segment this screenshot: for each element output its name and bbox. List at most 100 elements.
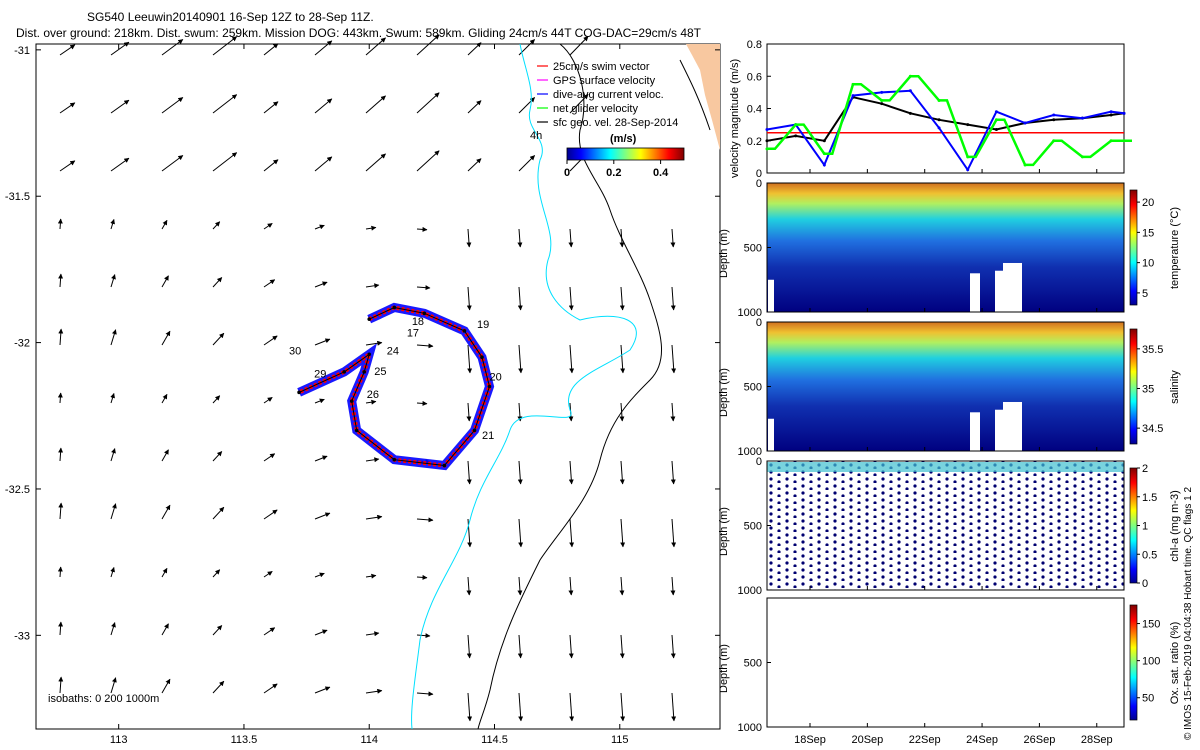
temperature-panel <box>766 182 1125 313</box>
current-arrow <box>161 97 184 114</box>
current-arrow <box>416 92 440 114</box>
current-arrow <box>365 514 383 520</box>
current-arrow <box>212 569 221 578</box>
current-arrow <box>568 634 574 659</box>
current-vector-field <box>57 34 677 722</box>
map-ytick-label: -32 <box>14 338 30 350</box>
map-xtick-label: 114 <box>360 734 378 746</box>
track-point <box>362 370 367 374</box>
map-ytick-label: -33 <box>14 630 30 642</box>
section-gap <box>768 279 774 312</box>
current-arrow <box>314 629 328 636</box>
temperature-fill <box>767 183 1124 312</box>
velocity-point <box>822 163 826 167</box>
day-label: 25 <box>374 366 386 378</box>
velocity-series-net <box>767 75 1132 167</box>
track-point <box>367 352 372 357</box>
current-arrow <box>212 680 225 694</box>
velocity-point <box>765 147 769 151</box>
current-arrow <box>263 101 279 114</box>
section-colorbar <box>1129 467 1138 584</box>
section-gap <box>1003 401 1022 451</box>
time-tick-label: 18Sep <box>794 734 826 746</box>
velocity-point <box>794 134 798 138</box>
current-arrow <box>416 343 434 349</box>
velocity-point <box>908 89 912 93</box>
current-arrow <box>59 160 76 172</box>
current-arrow <box>58 273 64 288</box>
time-tick-label: 20Sep <box>851 734 883 746</box>
track-point <box>422 311 427 316</box>
cbar-tick-label: 5 <box>1142 288 1148 300</box>
current-arrow <box>365 688 383 694</box>
current-arrow <box>212 506 225 520</box>
current-arrow <box>467 692 473 722</box>
current-arrow <box>263 509 278 520</box>
day-label: 20 <box>489 372 501 384</box>
current-arrow <box>212 332 225 346</box>
velocity-point <box>966 155 970 159</box>
velocity-point <box>765 127 769 131</box>
velocity-ytick-label: 0.2 <box>747 136 762 148</box>
current-arrow <box>467 344 473 374</box>
track-point <box>342 370 346 374</box>
current-arrow <box>416 150 440 172</box>
legend-item-swim-vector: 25cm/s swim vector <box>537 61 650 73</box>
credit-text: © IMOS 15-Feb-2019 04:04:38 Hobart time.… <box>1183 487 1194 740</box>
legend-label: sfc geo. vel. 28-Sep-2014 <box>553 117 678 129</box>
current-arrow <box>365 631 380 637</box>
current-arrow <box>58 676 64 694</box>
current-arrow <box>58 502 64 520</box>
velocity-point <box>994 127 998 131</box>
cbar-tick-label: 15 <box>1142 227 1154 239</box>
current-arrow <box>671 344 677 374</box>
current-arrow <box>212 94 238 114</box>
current-arrow <box>110 677 117 694</box>
track-point <box>480 355 484 360</box>
velocity-point <box>994 118 998 122</box>
velocity-plot: 0 0.2 0.4 0.6 0.8 <box>747 39 1132 180</box>
colorbar-tick-label: 0.4 <box>653 167 669 179</box>
legend-item-net-velocity: net glider velocity <box>537 103 638 115</box>
current-arrow <box>517 634 523 659</box>
current-arrow <box>110 218 115 230</box>
current-arrow <box>466 286 472 311</box>
cbar-tick-label: 35.5 <box>1142 344 1163 356</box>
current-arrow <box>212 395 221 404</box>
current-arrow <box>110 392 115 404</box>
legend-note: 4h <box>530 130 542 142</box>
velocity-ytick-label: 0.6 <box>747 71 762 83</box>
section-colorbar <box>1129 189 1138 306</box>
day-label: 19 <box>477 319 489 331</box>
current-arrow <box>467 100 482 114</box>
current-arrow <box>161 504 171 520</box>
map-xtick-label: 113.5 <box>231 734 258 746</box>
velocity-point <box>851 82 855 86</box>
current-arrow <box>467 42 482 56</box>
current-arrow <box>416 285 431 291</box>
salinity-section <box>767 322 1124 451</box>
velocity-ytick-label: 0 <box>756 168 762 180</box>
current-arrow <box>518 97 535 114</box>
time-tick-label: 24Sep <box>966 734 998 746</box>
current-arrow <box>568 576 574 596</box>
time-tick-label: 26Sep <box>1024 734 1056 746</box>
cbar-tick-label: 0.5 <box>1142 549 1157 561</box>
current-arrow <box>57 566 63 578</box>
current-arrow <box>314 281 328 288</box>
velocity-point <box>1080 155 1084 159</box>
isobath-1000m <box>679 59 711 131</box>
time-tick-label: 28Sep <box>1081 734 1113 746</box>
current-arrow <box>466 634 472 659</box>
current-arrow <box>212 221 221 230</box>
depth-tick-label: 500 <box>744 521 762 533</box>
current-arrow <box>58 621 64 636</box>
current-arrow <box>365 457 380 463</box>
current-arrow <box>58 328 64 346</box>
current-arrow <box>314 686 331 694</box>
figure-title: SG540 Leeuwin20140901 16-Sep 12Z to 28-S… <box>87 10 374 24</box>
track-point <box>462 329 467 333</box>
map-colorbar-ticks: 0 0.2 0.4 <box>564 160 669 179</box>
velocity-point <box>966 168 970 172</box>
